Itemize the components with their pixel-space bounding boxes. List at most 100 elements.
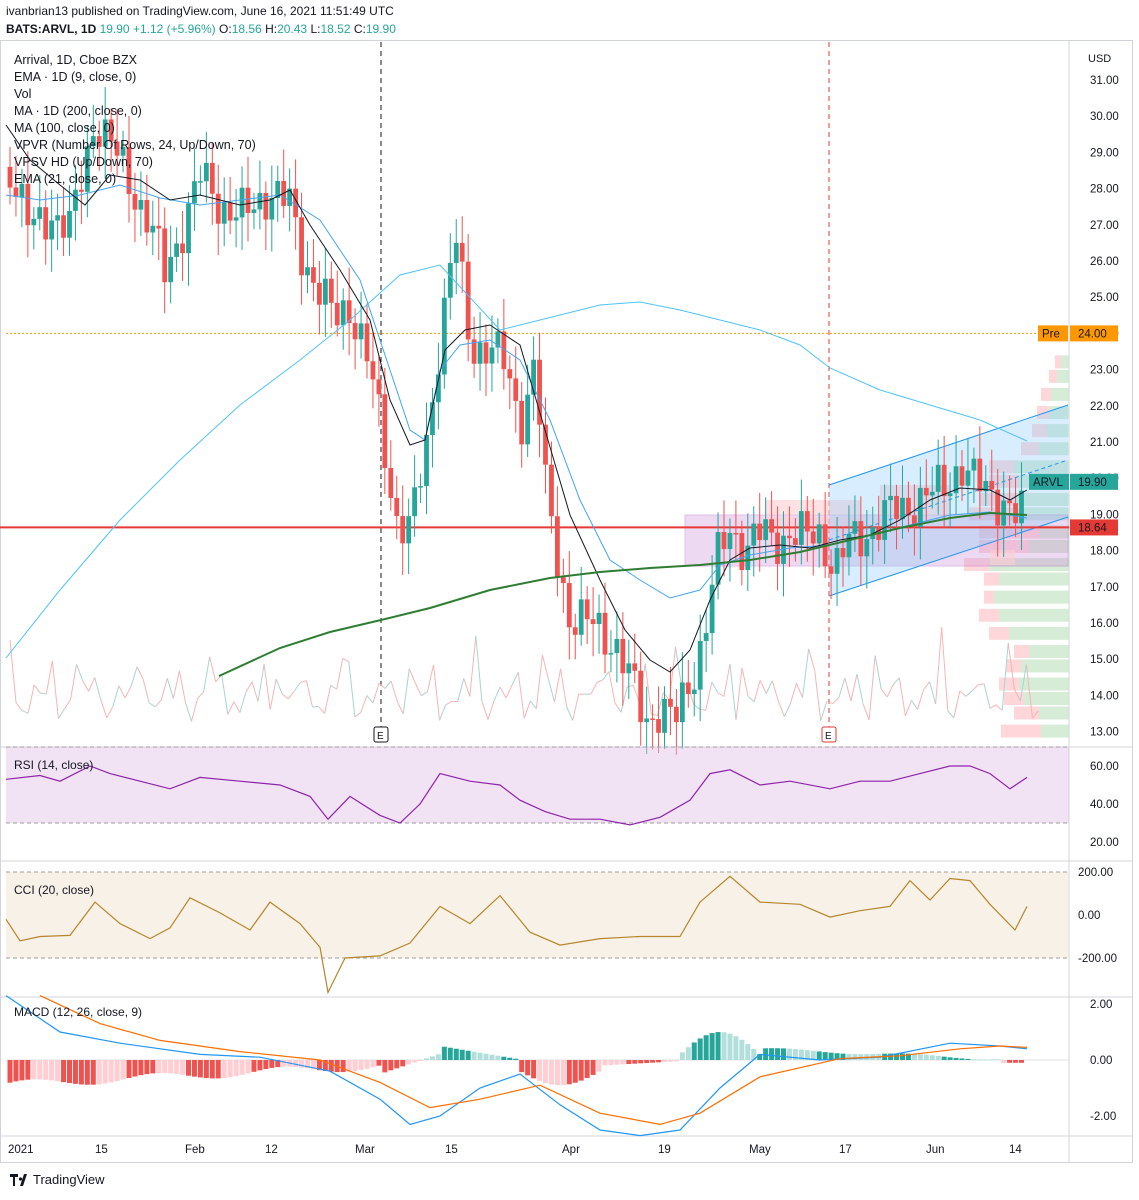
volume-line-segment <box>318 706 325 714</box>
legend-item[interactable]: VPSV HD (Up/Down, 70) <box>14 155 153 169</box>
macd-hist-bar <box>245 1060 251 1074</box>
vpvr-down-bar <box>1032 424 1047 438</box>
macd-label[interactable]: MACD (12, 26, close, 9) <box>14 1005 143 1019</box>
macd-hist-bar <box>13 1060 19 1082</box>
volume-line-segment <box>898 677 906 716</box>
vpvr-up-bar <box>1029 644 1069 658</box>
macd-hist-bar <box>626 1060 632 1064</box>
pre-label: Pre <box>1042 328 1060 340</box>
candle-body <box>441 297 447 375</box>
macd-hist-bar <box>102 1060 108 1084</box>
volume-line-segment <box>421 691 428 697</box>
price-tick-label: 14.00 <box>1090 690 1119 702</box>
volume-line-segment <box>408 668 416 684</box>
volume-line-segment <box>493 686 501 702</box>
legend-item[interactable]: Arrival, 1D, Cboe BZX <box>14 53 137 67</box>
rsi-label[interactable]: RSI (14, close) <box>14 758 94 772</box>
macd-hist-bar <box>305 1060 310 1069</box>
legend-item[interactable]: Vol <box>14 87 32 101</box>
legend-item[interactable]: VPVR (Number Of Rows, 24, Up/Down, 70) <box>14 138 256 152</box>
candle-body <box>430 402 435 436</box>
candle-body <box>906 497 911 516</box>
cci-label[interactable]: CCI (20, close) <box>14 883 95 897</box>
macd-hist-bar <box>757 1054 763 1060</box>
macd-hist-bar <box>715 1032 721 1060</box>
vpvr-up-bar <box>999 608 1069 622</box>
volume-line-segment <box>632 684 640 702</box>
macd-hist-bar <box>233 1060 239 1077</box>
candle-body <box>239 187 245 218</box>
cci-tick-label: 0.00 <box>1078 910 1100 922</box>
candle-body <box>67 210 72 238</box>
volume-line-segment <box>826 701 833 705</box>
volume-line-segment <box>27 684 35 714</box>
candle-body <box>436 374 441 403</box>
macd-hist-bar <box>78 1060 84 1085</box>
price-tick-label: 21.00 <box>1090 437 1119 449</box>
volume-line-segment <box>505 684 513 699</box>
volume-line-segment <box>330 684 337 690</box>
candle-body <box>566 583 572 628</box>
macd-hist-bar <box>322 1060 328 1072</box>
volume-line-segment <box>203 656 211 692</box>
macd-hist-bar <box>316 1060 322 1071</box>
volume-line-segment <box>911 700 918 710</box>
candle-body <box>388 468 394 498</box>
macd-hist-bar <box>691 1042 697 1060</box>
volume-line-segment <box>523 700 531 719</box>
candle-body <box>560 577 566 584</box>
macd-hist-bar <box>650 1060 656 1063</box>
volume-line-segment <box>366 695 374 704</box>
volume-line-segment <box>796 682 804 698</box>
macd-hist-bar <box>239 1060 245 1075</box>
vpvr-down-bar <box>979 525 1039 539</box>
macd-hist-bar <box>370 1060 376 1068</box>
vpvr-up-bar <box>1019 677 1069 691</box>
legend-item[interactable]: MA · 1D (200, close, 0) <box>14 104 142 118</box>
macd-hist-bar <box>810 1050 816 1060</box>
volume-line-segment <box>802 649 810 698</box>
earnings-marker-label: E <box>825 731 832 742</box>
macd-hist-bar <box>72 1060 78 1084</box>
time-tick-label: Jun <box>926 1144 945 1156</box>
candle-body <box>674 706 679 723</box>
rsi-line <box>5 765 1028 826</box>
macd-hist-bar <box>180 1060 186 1075</box>
legend-item[interactable]: EMA (21, close, 0) <box>14 172 117 186</box>
candle-body <box>965 470 971 486</box>
last-price-tag-bg <box>1070 473 1118 490</box>
macd-hist-bar <box>983 1059 989 1061</box>
candle-body <box>19 183 25 198</box>
volume-line-segment <box>312 705 319 708</box>
volume-line-segment <box>336 658 344 690</box>
candle-body <box>459 242 465 262</box>
macd-hist-bar <box>679 1052 685 1060</box>
macd-hist-bar <box>424 1058 429 1060</box>
macd-hist-bar <box>929 1055 935 1060</box>
candle-body <box>513 378 519 401</box>
macd-hist-bar <box>168 1060 174 1074</box>
volume-line-segment <box>106 706 114 719</box>
volume-line-segment <box>445 701 452 706</box>
vpvr-up-bar <box>1061 355 1069 369</box>
candle-body <box>525 394 531 445</box>
volume-line-segment <box>602 671 610 681</box>
macd-hist-bar <box>1001 1060 1007 1063</box>
candle-body <box>519 400 525 445</box>
vpvr-down-bar <box>1041 387 1051 401</box>
candle-body <box>233 217 239 221</box>
candle-body <box>549 464 554 517</box>
candle-body <box>90 136 96 147</box>
volume-line-segment <box>378 682 386 689</box>
candle-body <box>376 379 382 395</box>
volume-line-segment <box>112 685 120 707</box>
macd-hist-bar <box>67 1060 72 1084</box>
legend-item[interactable]: MA (100, close, 0) <box>14 121 115 135</box>
volume-line-segment <box>1025 664 1033 719</box>
macd-hist-bar <box>834 1053 840 1060</box>
macd-hist-bar <box>477 1052 483 1060</box>
time-tick-label: 2021 <box>8 1144 34 1156</box>
volume-line-segment <box>51 660 59 719</box>
legend-item[interactable]: EMA · 1D (9, close, 0) <box>14 70 137 84</box>
candle-body <box>79 189 84 192</box>
